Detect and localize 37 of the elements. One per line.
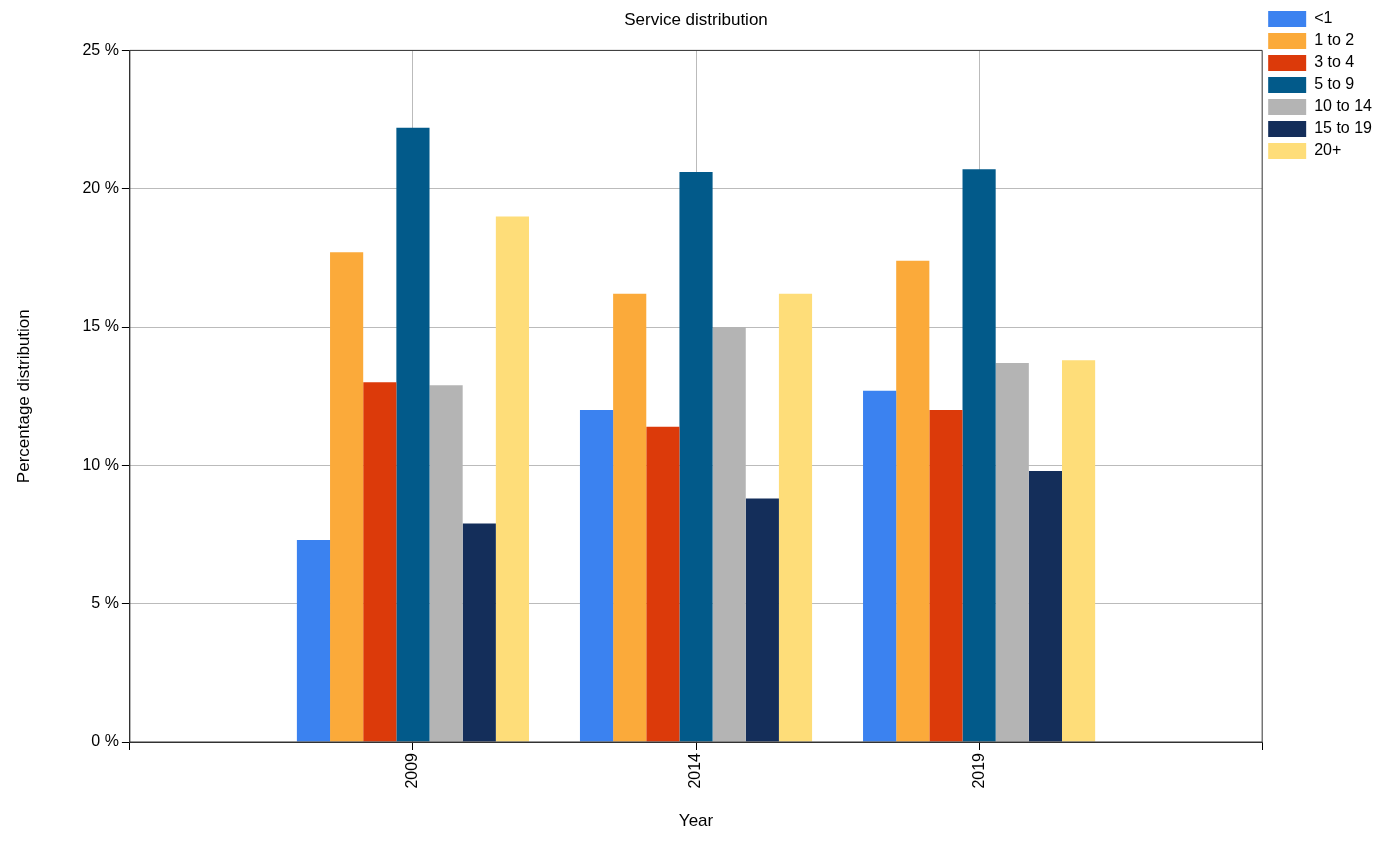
bar [462,523,496,742]
bar [396,127,430,742]
bar [863,390,897,742]
bar [613,293,647,742]
bar [579,410,614,742]
bar [962,169,996,742]
bar [330,252,364,742]
y-tick-label: 5 % [91,594,119,612]
x-tick-label: 2009 [403,752,421,789]
y-axis-title: Percentage distribution [13,309,33,484]
bar [1062,360,1096,742]
chart-title: Service distribution [624,9,768,29]
x-tick-label: 2014 [686,752,704,789]
y-tick-label: 10 % [82,455,119,473]
y-tick-label: 25 % [82,40,119,58]
bar [679,172,713,742]
legend-label: <1 [1314,9,1333,27]
x-axis-title: Year [678,811,714,831]
y-tick-label: 20 % [82,179,119,197]
bar [1028,470,1062,742]
bar [363,382,397,742]
bar [646,426,680,742]
legend-label: 1 to 2 [1314,31,1355,49]
legend-label: 20+ [1314,141,1342,159]
y-tick-label: 15 % [82,317,119,335]
legend-label: 5 to 9 [1314,75,1355,93]
y-tick-label: 0 % [91,732,119,750]
legend-label: 10 to 14 [1314,97,1373,115]
legend-label: 15 to 19 [1314,119,1373,137]
bar [495,216,530,742]
bar [745,498,779,742]
legend-label: 3 to 4 [1314,53,1355,71]
bar [929,410,963,742]
x-tick-label: 2019 [969,752,987,789]
bar [896,260,930,742]
bar [296,540,331,742]
bar [778,293,813,742]
